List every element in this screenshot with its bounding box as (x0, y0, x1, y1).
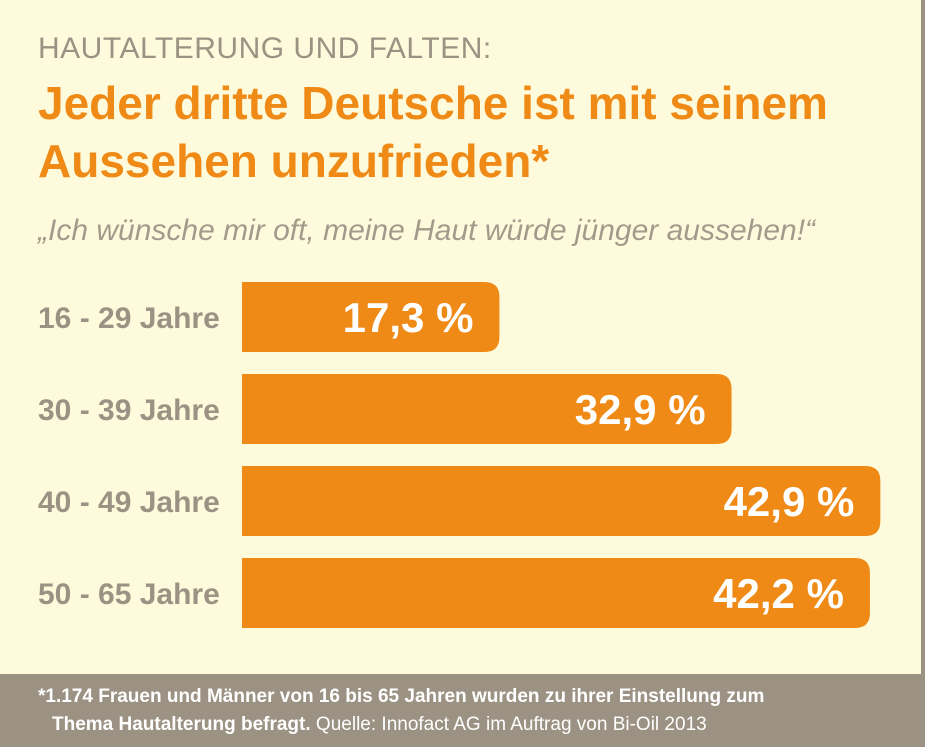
bar (242, 282, 500, 352)
value-label: 42,9 % (724, 478, 855, 525)
bar (242, 558, 870, 628)
footnote: *1.174 Frauen und Männer von 16 bis 65 J… (0, 674, 925, 747)
footnote-bold-1: *1.174 Frauen und Männer von 16 bis 65 J… (38, 686, 765, 707)
kicker-title: HAUTALTERUNG UND FALTEN: (38, 32, 492, 65)
headline-line-2: Aussehen unzufrieden* (38, 135, 550, 187)
bar-chart: 16 - 29 Jahre 17,3 % 30 - 39 Jahre 32,9 % 40… (38, 282, 881, 628)
headline-line-1: Jeder dritte Deutsche ist mit seinem (38, 77, 828, 129)
category-label: 50 - 65 Jahre (38, 578, 220, 611)
category-label: 16 - 29 Jahre (38, 302, 220, 335)
bar (242, 374, 732, 444)
quote: „Ich wünsche mir oft, meine Haut würde j… (38, 214, 816, 247)
headline: Jeder dritte Deutsche ist mit seinem Aus… (38, 74, 828, 190)
category-label: 40 - 49 Jahre (38, 486, 220, 519)
value-label: 42,2 % (713, 570, 844, 617)
bar (242, 466, 881, 536)
source-text: Quelle: Innofact AG im Auftrag von Bi-Oi… (310, 714, 707, 735)
footnote-bold-2: Thema Hautalterung befragt. (52, 714, 311, 735)
value-label: 17,3 % (343, 294, 474, 341)
category-label: 30 - 39 Jahre (38, 394, 220, 427)
footnote-line-2: Thema Hautalterung befragt. Quelle: Inno… (38, 711, 764, 739)
value-label: 32,9 % (575, 386, 706, 433)
footnote-line-1: *1.174 Frauen und Männer von 16 bis 65 J… (38, 683, 764, 711)
